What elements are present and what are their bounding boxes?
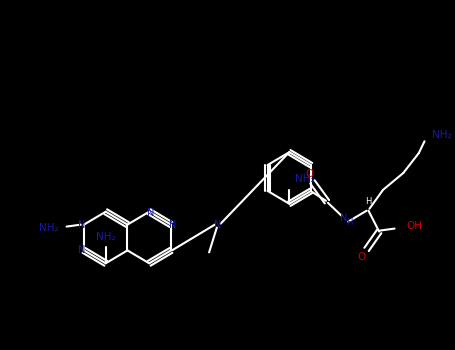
Text: OH: OH [406, 220, 422, 231]
Text: N: N [78, 219, 86, 230]
Text: N: N [147, 208, 154, 218]
Text: H: H [365, 197, 372, 206]
Text: NH₂: NH₂ [40, 223, 59, 233]
Text: NH₂: NH₂ [96, 231, 116, 242]
Text: N: N [78, 245, 86, 256]
Text: N: N [169, 219, 177, 230]
Text: O: O [305, 169, 313, 179]
Text: NH₂: NH₂ [432, 130, 452, 140]
Text: N: N [214, 219, 222, 230]
Text: O: O [358, 252, 366, 262]
Text: NH₂: NH₂ [295, 174, 315, 184]
Text: N: N [340, 213, 347, 223]
Text: H: H [346, 218, 352, 227]
